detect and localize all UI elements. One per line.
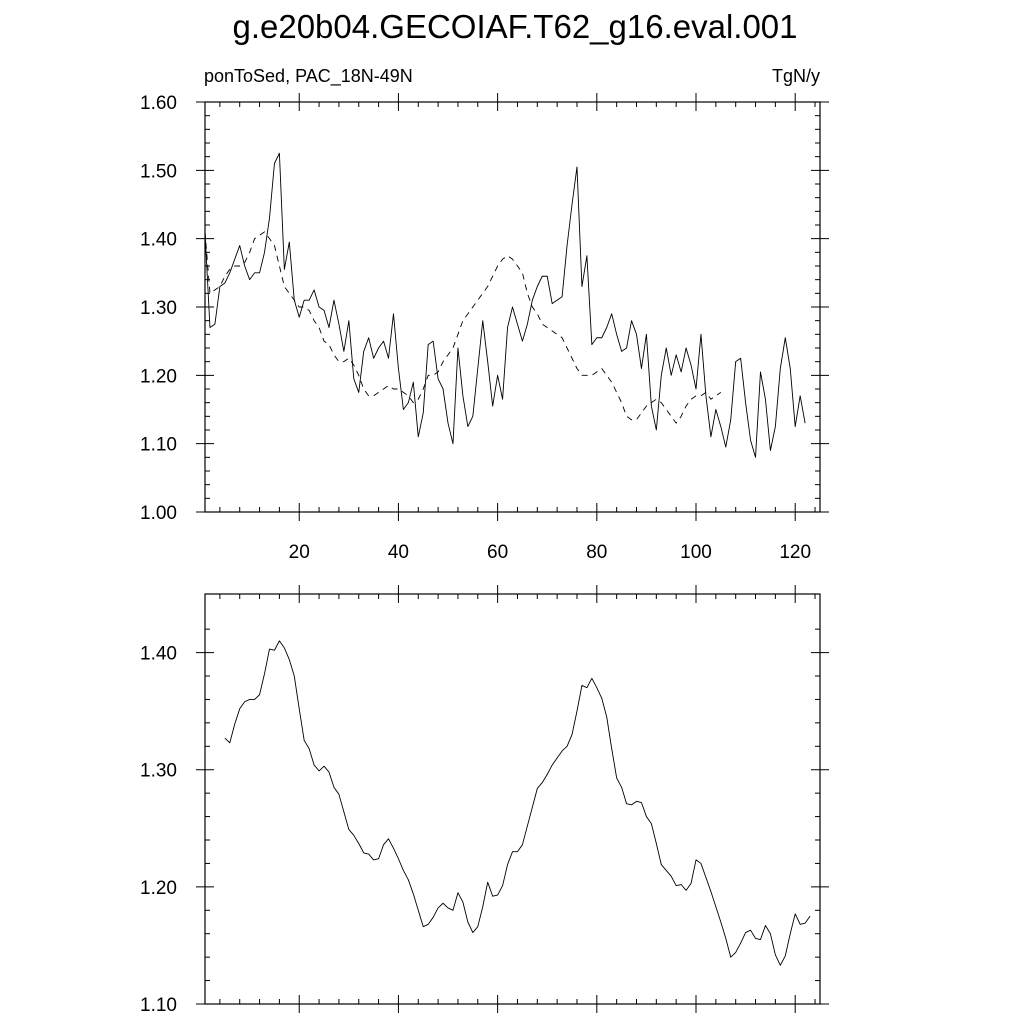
panel-1-x-tick-label: 80 [586, 542, 607, 563]
panel-2-plot: 1.10 1.20 1.30 1.40 [140, 585, 829, 1016]
panel-2-y-tick-label: 1.20 [140, 878, 177, 899]
panel-1-plot: 1.00 1.10 1.20 1.30 1.40 1.50 1.60 20 40 60 80 100 1… [140, 93, 829, 563]
panel-2-ticks [196, 585, 829, 1013]
panel-1-series-solid-line [204, 152, 806, 458]
panel-2-y-tick-label: 1.30 [140, 761, 177, 782]
panel-1-x-tick-label: 100 [680, 542, 712, 563]
panel-1-ticks [196, 93, 829, 521]
panel-1-x-tick-label: 60 [487, 542, 508, 563]
panel-1-left-label: ponToSed, PAC_18N-49N [204, 66, 413, 87]
panel-1-y-tick-label: 1.50 [140, 161, 177, 182]
panel-1-x-tick-label: 120 [779, 542, 811, 563]
panel-1-y-tick-label: 1.40 [140, 230, 177, 251]
panel-2-frame [204, 593, 821, 1005]
panel-2-y-tick-label: 1.10 [140, 995, 177, 1016]
panel-1-y-tick-label: 1.30 [140, 298, 177, 319]
panel-2-series-solid-line [224, 640, 811, 966]
panel-1-x-tick-label: 20 [289, 542, 310, 563]
chart-title: g.e20b04.GECOIAF.T62_g16.eval.001 [232, 8, 797, 45]
panel-2-y-tick-label: 1.40 [140, 644, 177, 665]
panel-1-y-tick-label: 1.10 [140, 435, 177, 456]
panel-1-x-tick-label: 40 [388, 542, 409, 563]
panel-1-y-tick-label: 1.00 [140, 503, 177, 524]
panel-1-y-tick-label: 1.60 [140, 93, 177, 114]
panel-1-y-tick-label: 1.20 [140, 366, 177, 387]
panel-1-right-label: TgN/y [772, 66, 820, 86]
